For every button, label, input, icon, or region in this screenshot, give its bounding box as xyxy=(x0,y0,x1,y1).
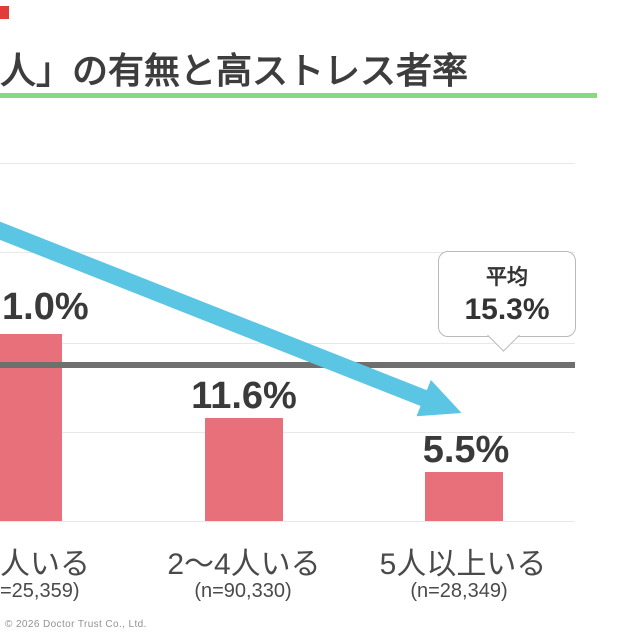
copyright-text: © 2026 Doctor Trust Co., Ltd. xyxy=(5,619,147,630)
average-callout-value: 15.3% xyxy=(464,293,550,326)
baseline-gridline xyxy=(0,521,575,522)
bar-category-2 xyxy=(205,418,283,521)
category-label-3: 5人以上いる xyxy=(379,548,547,581)
bar-value-label-1: 1.0% xyxy=(2,286,89,328)
clipped-logo-mark xyxy=(0,6,9,19)
bar-value-label-2: 11.6% xyxy=(191,375,297,417)
average-callout-label: 平均 xyxy=(486,266,528,289)
average-line xyxy=(0,362,575,368)
sample-size-label-3: (n=28,349) xyxy=(410,580,508,602)
sample-size-label-1: =25,359) xyxy=(0,580,80,602)
bar-category-3 xyxy=(425,472,503,521)
category-label-2: 2～4人いる xyxy=(167,548,321,581)
title-underline xyxy=(0,93,597,98)
sample-size-label-2: (n=90,330) xyxy=(194,580,292,602)
gridline xyxy=(0,163,575,164)
bar-value-label-3: 5.5% xyxy=(422,429,510,471)
gridline xyxy=(0,343,575,344)
average-callout: 平均 15.3% xyxy=(438,251,576,352)
gridline xyxy=(0,432,575,433)
page-title: 人」の有無と高ストレス者率 xyxy=(0,50,469,91)
category-label-1: 人いる xyxy=(0,548,90,581)
